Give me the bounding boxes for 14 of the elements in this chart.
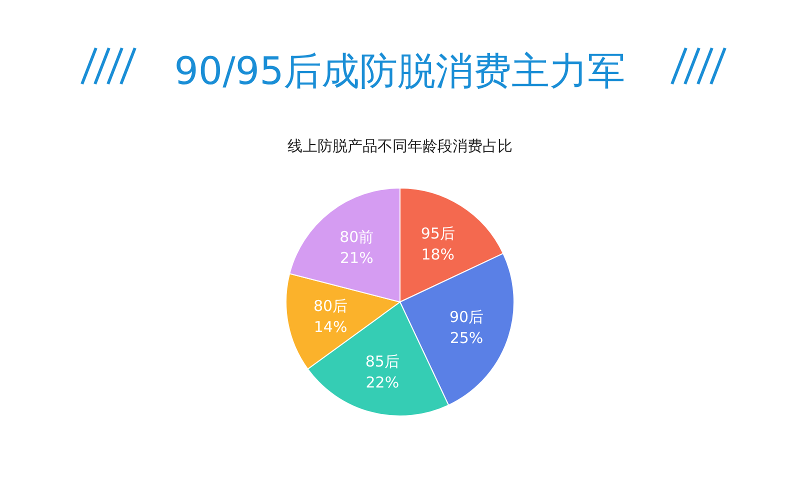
slice-label: 80前 (340, 228, 374, 246)
data-label: 22% (366, 373, 400, 392)
data-label: 25% (450, 328, 484, 347)
chart-title: 90/95后成防脱消费主力军 (174, 49, 626, 93)
data-label: 21% (340, 249, 374, 268)
slice-label: 90后 (449, 308, 484, 326)
slice-label: 95后 (420, 224, 455, 242)
pie-slice (286, 273, 400, 370)
data-label: 14% (314, 318, 348, 336)
pie-slice (400, 188, 504, 302)
slice-label: 80后 (314, 297, 348, 316)
data-label: 18% (421, 245, 455, 264)
slice-label: 85后 (365, 352, 400, 370)
chart-subtitle: 线上防脱产品不同年龄段消费占比 (288, 137, 512, 155)
